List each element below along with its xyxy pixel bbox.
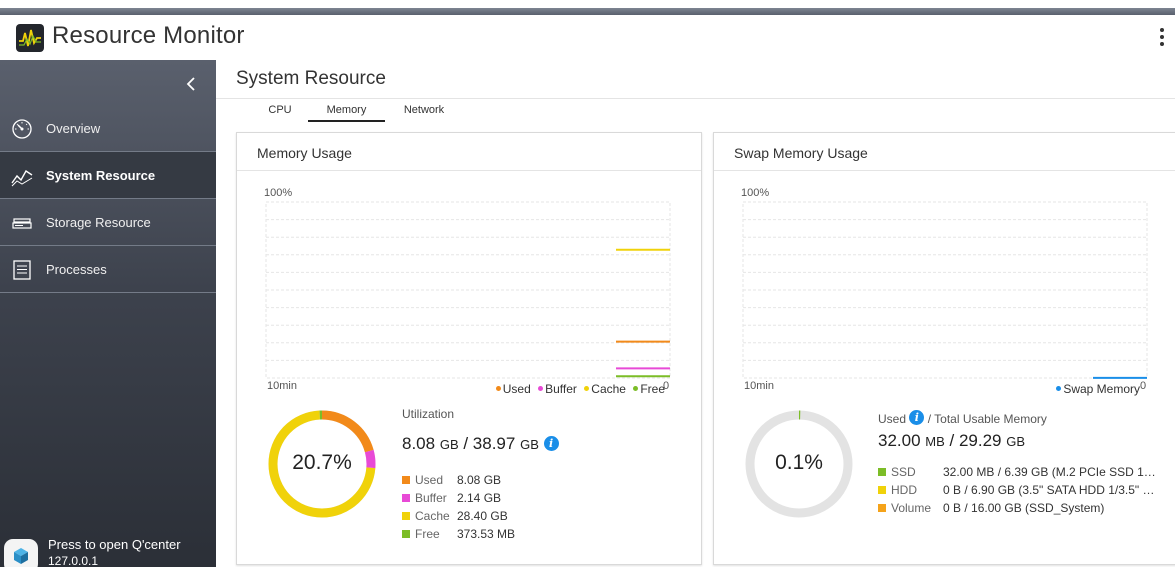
used-total-label: Used i / Total Usable Memory	[878, 410, 1047, 426]
tab-network[interactable]: Network	[403, 104, 445, 116]
more-options-icon[interactable]	[1157, 26, 1167, 50]
breakdown-row-ssd: SSD 32.00 MB / 6.39 GB (M.2 PCIe SSD 1…	[878, 465, 1156, 479]
legend-item-free: Free	[633, 382, 665, 396]
swap-usage-value: 32.00 MB / 29.29 GB	[878, 431, 1026, 450]
breakdown-row-buffer: Buffer 2.14 GB	[402, 491, 501, 505]
info-icon[interactable]: i	[543, 436, 559, 451]
window-top-strip	[0, 0, 1175, 15]
legend-item-cache: Cache	[584, 382, 626, 396]
swap-donut-chart	[745, 410, 853, 518]
breakdown-row-cache: Cache 28.40 GB	[402, 509, 508, 523]
memory-usage-chart	[265, 201, 671, 379]
storage-icon	[11, 212, 33, 234]
tab-memory[interactable]: Memory	[308, 104, 385, 122]
x-axis-start-label: 10min	[744, 380, 774, 392]
qcenter-address: 127.0.0.1	[48, 554, 99, 567]
utilization-label: Utilization	[402, 407, 455, 421]
sidebar-item-label: Processes	[46, 262, 107, 277]
memory-utilization-percent: 20.7%	[292, 451, 352, 474]
app-titlebar: Resource Monitor	[0, 15, 1175, 60]
sidebar-item-label: System Resource	[46, 168, 156, 183]
sidebar-item-label: Overview	[46, 121, 101, 136]
memory-usage-card: Memory Usage 100% 10min 0 Used Buffer Ca…	[236, 132, 702, 565]
sidebar-item-storage-resource[interactable]: Storage Resource	[0, 199, 216, 246]
chart-legend: Used Buffer Cache Free	[492, 382, 665, 396]
y-axis-max-label: 100%	[741, 187, 770, 199]
card-header: Swap Memory Usage	[714, 133, 1175, 171]
legend-item-swap-memory: Swap Memory	[1056, 382, 1140, 396]
donut-segment-cache	[268, 410, 376, 518]
list-icon	[11, 259, 33, 281]
legend-item-used: Used	[495, 382, 531, 396]
card-title: Swap Memory Usage	[734, 145, 868, 161]
card-header: Memory Usage	[237, 133, 701, 171]
collapse-sidebar-icon[interactable]	[184, 74, 198, 94]
utilization-value: 8.08 GB / 38.97 GB i	[402, 434, 559, 454]
resource-monitor-logo-icon	[16, 24, 44, 52]
memory-donut-chart	[268, 410, 376, 518]
qcenter-link[interactable]: Press to open Q'center 127.0.0.1	[0, 536, 216, 567]
info-icon[interactable]: i	[909, 410, 925, 425]
breakdown-row-hdd: HDD 0 B / 6.90 GB (3.5" SATA HDD 1/3.5" …	[878, 483, 1155, 497]
breakdown-row-volume: Volume 0 B / 16.00 GB (SSD_System)	[878, 501, 1104, 515]
donut-segment-buffer	[268, 410, 376, 518]
qcenter-label: Press to open Q'center	[48, 537, 181, 552]
legend-item-buffer: Buffer	[538, 382, 577, 396]
sidebar-item-overview[interactable]: Overview	[0, 105, 216, 152]
qcenter-icon	[4, 539, 38, 567]
donut-segment-free	[268, 410, 376, 518]
line-chart-icon	[11, 165, 33, 187]
speedometer-icon	[11, 118, 33, 140]
y-axis-max-label: 100%	[264, 187, 293, 199]
chart-legend: Swap Memory	[1052, 382, 1140, 396]
breakdown-row-free: Free 373.53 MB	[402, 527, 515, 541]
sidebar-item-system-resource[interactable]: System Resource	[0, 152, 216, 199]
divider	[216, 98, 1175, 99]
page-title: System Resource	[236, 68, 386, 89]
sidebar-item-label: Storage Resource	[46, 215, 151, 230]
sidebar: Overview System Resource Storage Resourc…	[0, 60, 216, 567]
sidebar-item-processes[interactable]: Processes	[0, 246, 216, 293]
y-axis-min-label: 0	[663, 380, 670, 392]
app-title: Resource Monitor	[52, 22, 245, 49]
x-axis-start-label: 10min	[267, 380, 297, 392]
swap-memory-chart	[742, 201, 1148, 379]
y-axis-min-label: 0	[1140, 380, 1147, 392]
card-title: Memory Usage	[257, 145, 352, 161]
tab-cpu[interactable]: CPU	[268, 104, 292, 116]
donut-segment-swap-used	[745, 410, 853, 518]
swap-utilization-percent: 0.1%	[775, 451, 823, 474]
breakdown-row-used: Used 8.08 GB	[402, 473, 501, 487]
swap-memory-usage-card: Swap Memory Usage 100% 10min 0 Swap Memo…	[713, 132, 1175, 565]
